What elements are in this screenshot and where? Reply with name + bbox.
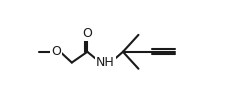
Text: O: O bbox=[51, 45, 61, 58]
Text: O: O bbox=[82, 27, 92, 40]
Text: NH: NH bbox=[96, 56, 114, 69]
